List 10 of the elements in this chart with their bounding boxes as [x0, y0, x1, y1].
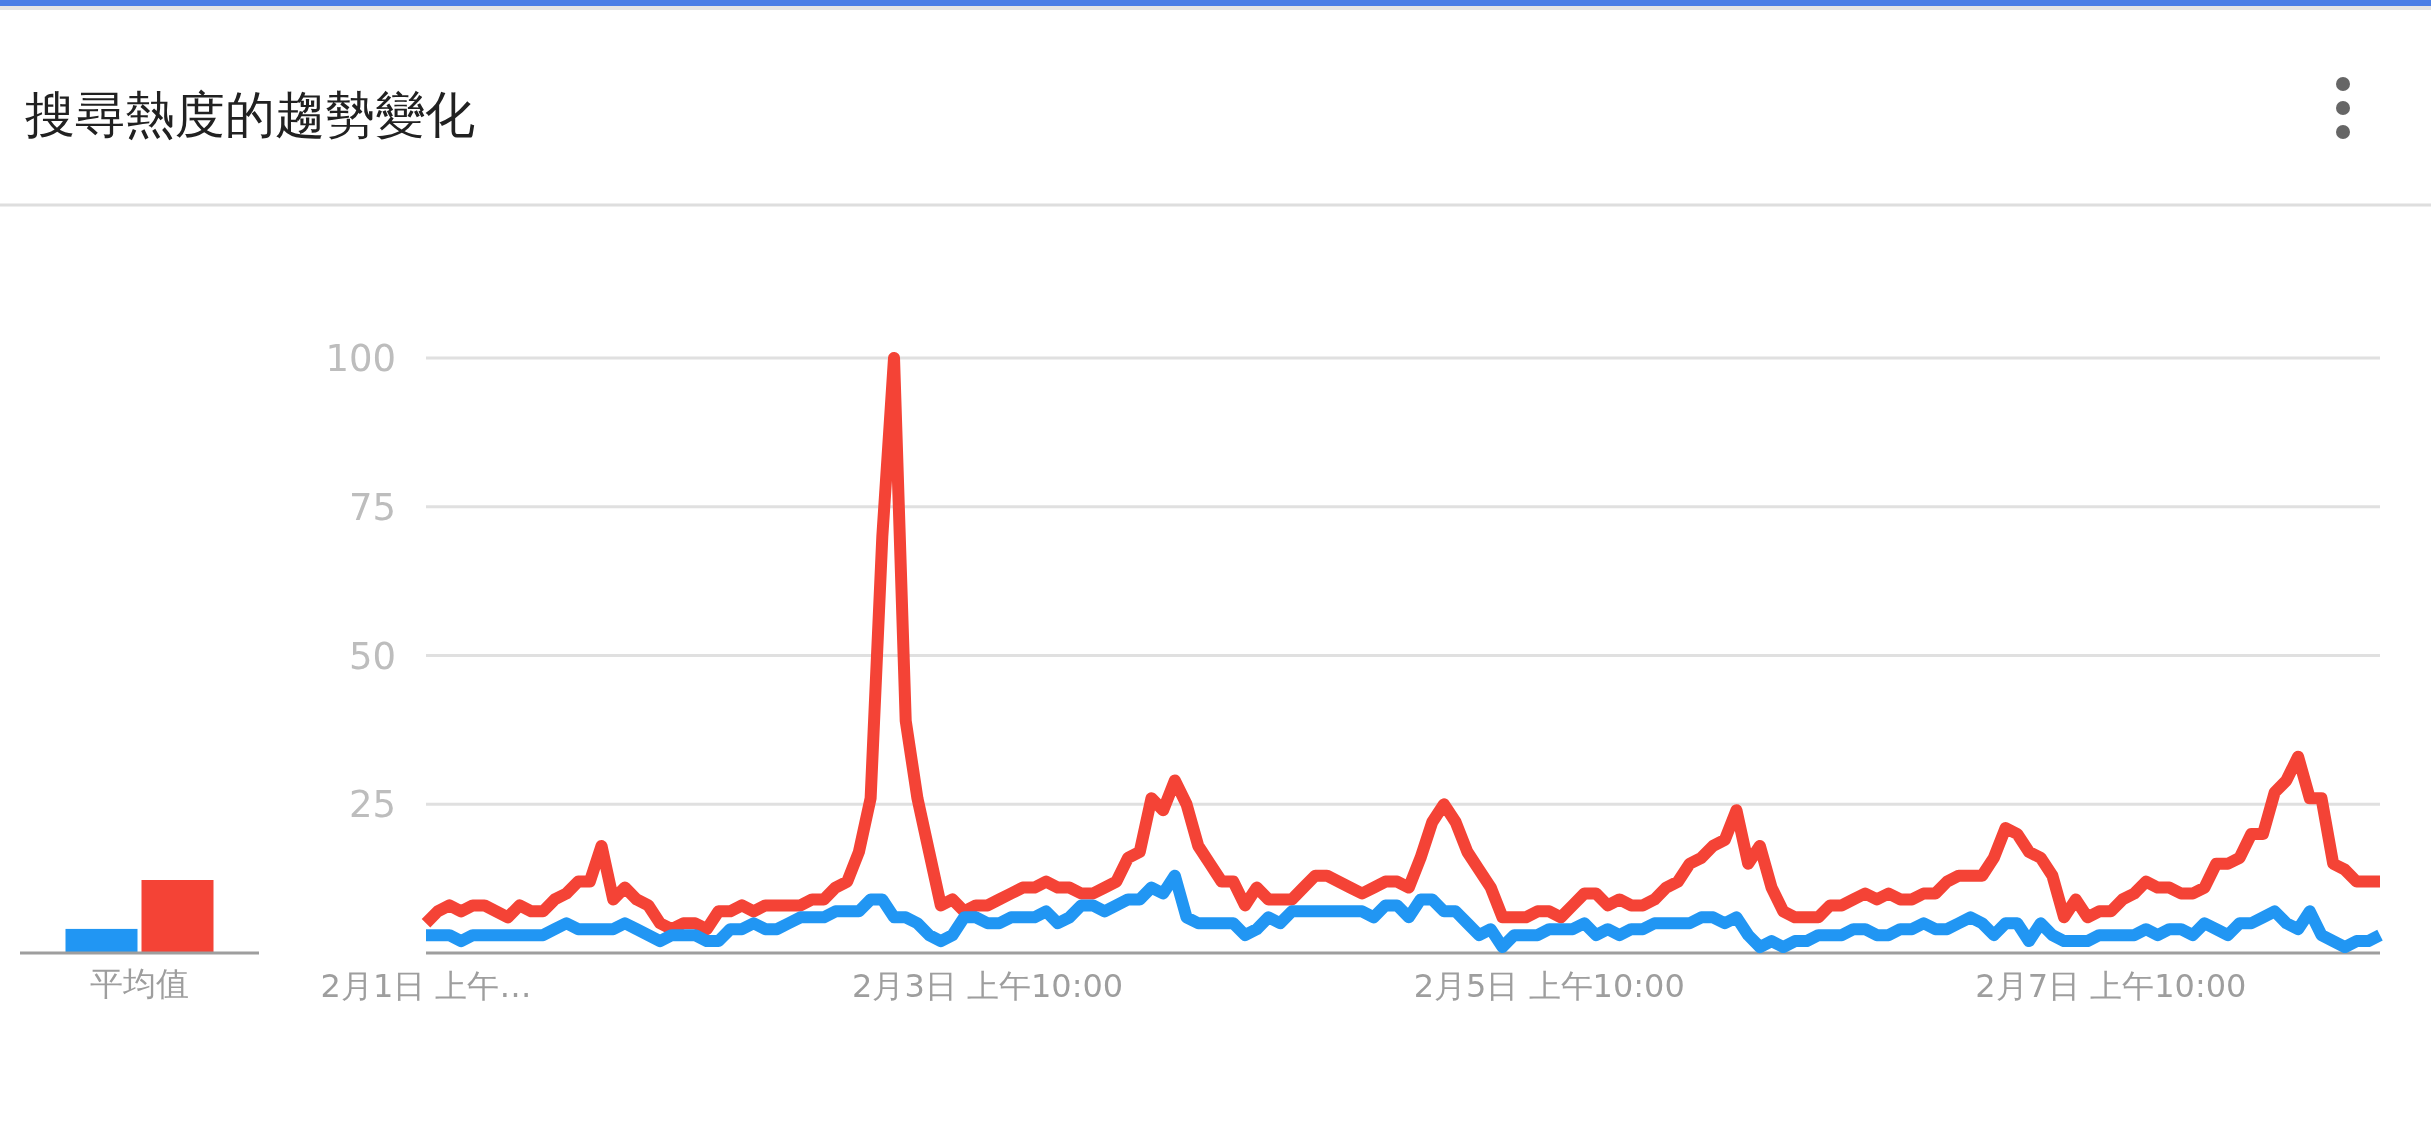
- x-tick-label: 2月7日 上午10:00: [1975, 967, 2247, 1005]
- x-tick-label: 平均值: [90, 964, 189, 1003]
- y-tick-label: 50: [348, 634, 396, 678]
- y-tick-label: 25: [348, 783, 396, 827]
- y-tick-label: 75: [348, 485, 396, 529]
- x-tick-label: 2月5日 上午10:00: [1413, 967, 1685, 1005]
- x-tick-label: 2月3日 上午10:00: [852, 967, 1124, 1005]
- x-tick-label: 2月1日 上午…: [320, 967, 532, 1005]
- y-tick-label: 100: [325, 337, 396, 380]
- chart-title: 搜尋熱度的趨勢變化: [25, 86, 475, 144]
